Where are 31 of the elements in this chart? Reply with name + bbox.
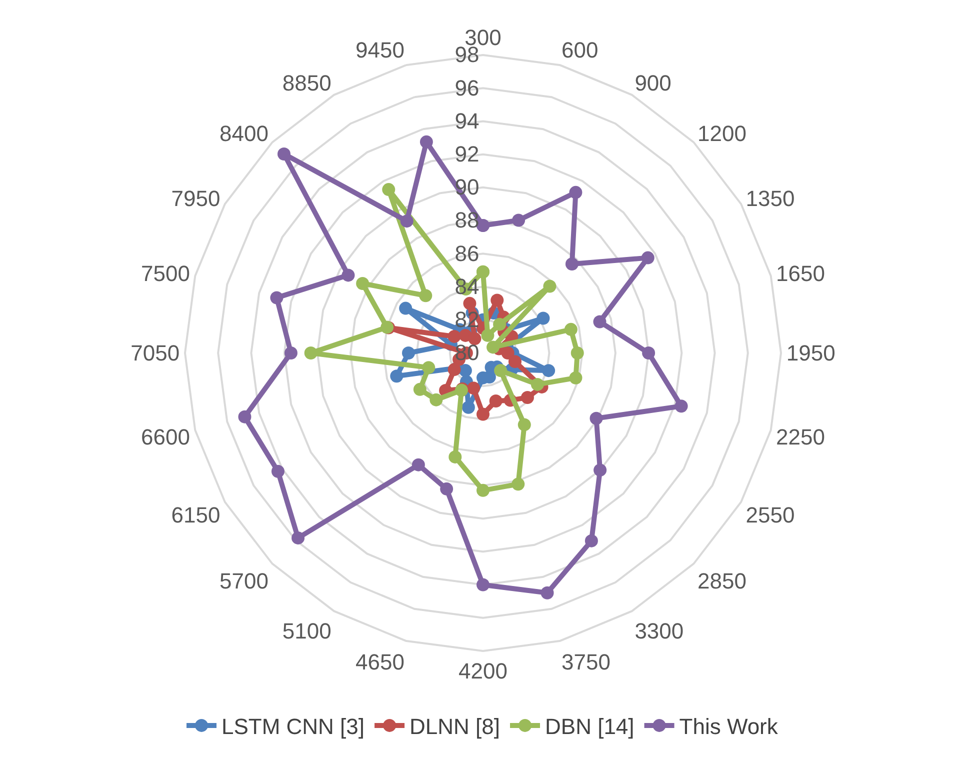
spoke-label: 7950	[171, 186, 220, 211]
spoke-label: 4650	[356, 649, 404, 674]
spoke-label: 1200	[698, 120, 746, 146]
spoke-label: 900	[634, 70, 672, 96]
spoke-label: 3300	[634, 618, 684, 644]
y-tick-label: 86	[454, 240, 480, 266]
spoke-label: 8400	[220, 120, 268, 146]
legend-label: This Work	[679, 714, 779, 740]
spoke-label: 2550	[746, 502, 795, 528]
legend-label: DLNN [8]	[410, 714, 500, 740]
y-tick-label: 92	[454, 141, 480, 166]
spoke-label: 6600	[140, 424, 190, 450]
spoke-label: 6150	[171, 502, 220, 528]
spoke-label: 2250	[776, 424, 826, 450]
spoke-label: 600	[562, 38, 598, 63]
spoke-label: 5700	[220, 568, 268, 594]
y-tick-label: 96	[454, 75, 480, 100]
legend-label: LSTM CNN [3]	[222, 714, 365, 740]
y-tick-label: 94	[454, 108, 480, 134]
spoke-label: 5100	[282, 618, 332, 644]
spoke-label: 1950	[786, 340, 836, 366]
legend-label: DBN [14]	[545, 714, 634, 740]
spoke-label: 4200	[458, 658, 508, 684]
spoke-label: 2850	[698, 568, 746, 594]
spoke-label: 1650	[776, 260, 826, 286]
spoke-label: 3750	[562, 649, 610, 674]
spoke-label: 7500	[140, 260, 190, 286]
spoke-label: 8850	[282, 70, 332, 96]
spoke-label: 7050	[130, 340, 180, 366]
spoke-label: 9450	[356, 38, 404, 63]
spoke-label: 1350	[746, 186, 795, 211]
